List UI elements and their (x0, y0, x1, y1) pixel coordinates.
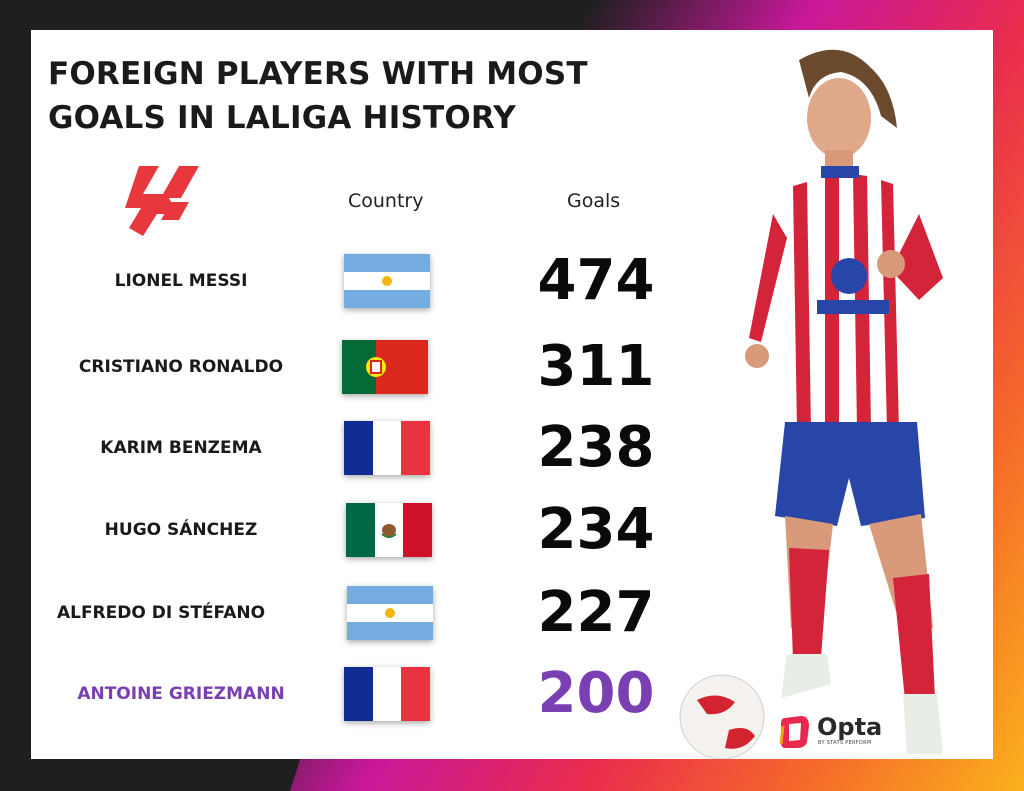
opta-wordmark: Opta (817, 713, 883, 741)
opta-subtitle: BY STATS PERFORM (818, 740, 872, 746)
player-name: CRISTIANO RONALDO (78, 357, 284, 377)
france-flag-icon (344, 421, 430, 475)
france-flag-icon (344, 667, 430, 721)
player-name: KARIM BENZEMA (100, 438, 262, 458)
player-illustration-icon (745, 49, 943, 754)
mexico-flag-icon (346, 503, 432, 557)
table-row: HUGO SÁNCHEZ 234 (31, 490, 731, 570)
page-title: FOREIGN PLAYERS WITH MOST GOALS IN LALIG… (48, 56, 588, 136)
goal-count: 234 (537, 497, 655, 562)
table-row: ALFREDO DI STÉFANO 227 (31, 573, 731, 653)
goal-count: 238 (537, 415, 655, 480)
football-icon (679, 674, 765, 759)
laliga-logo-icon (125, 166, 199, 236)
table-row: LIONEL MESSI 474 (31, 241, 731, 321)
country-header: Country (348, 190, 424, 212)
infographic-card: FOREIGN PLAYERS WITH MOST GOALS IN LALIG… (31, 30, 993, 759)
opta-logo: Opta BY STATS PERFORM (779, 712, 909, 752)
player-name: HUGO SÁNCHEZ (104, 520, 258, 540)
goal-count: 474 (537, 248, 655, 313)
table-row: CRISTIANO RONALDO 311 (31, 327, 731, 407)
player-name: ANTOINE GRIEZMANN (77, 684, 285, 704)
argentina-flag-icon (347, 586, 433, 640)
table-row: KARIM BENZEMA 238 (31, 408, 731, 488)
table-row: ANTOINE GRIEZMANN 200 (31, 654, 731, 734)
goal-count: 227 (537, 580, 655, 645)
goals-header: Goals (567, 190, 621, 212)
argentina-flag-icon (344, 254, 430, 308)
player-name: LIONEL MESSI (114, 271, 248, 291)
player-name: ALFREDO DI STÉFANO (56, 603, 266, 623)
opta-mark-icon (779, 716, 809, 748)
portugal-flag-icon (342, 340, 428, 394)
goal-count: 311 (537, 334, 655, 399)
goal-count: 200 (537, 661, 655, 726)
